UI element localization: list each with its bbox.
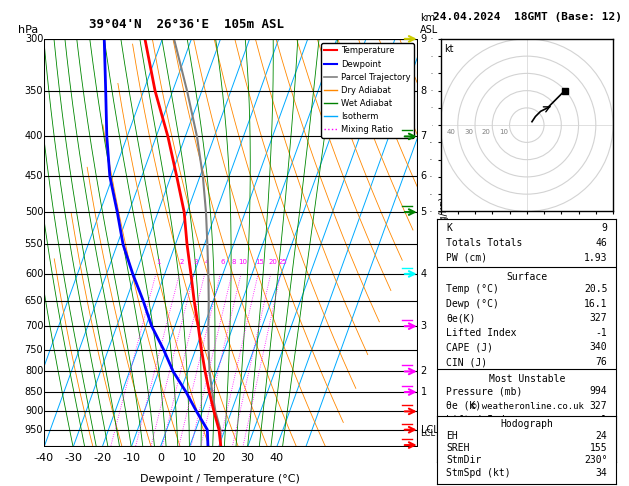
Text: 800: 800 xyxy=(25,366,43,377)
Text: 750: 750 xyxy=(25,345,43,355)
Text: 76: 76 xyxy=(596,357,608,367)
Text: 24.04.2024  18GMT (Base: 12): 24.04.2024 18GMT (Base: 12) xyxy=(433,12,621,22)
Text: 0: 0 xyxy=(157,453,164,463)
Text: 6: 6 xyxy=(220,260,225,265)
Text: 2: 2 xyxy=(179,260,184,265)
Text: 40: 40 xyxy=(447,129,456,135)
Text: LCL: LCL xyxy=(421,429,436,438)
Text: 20: 20 xyxy=(211,453,226,463)
Text: 46: 46 xyxy=(596,238,608,248)
Text: 340: 340 xyxy=(590,343,608,352)
Text: θe (K): θe (K) xyxy=(446,401,481,411)
Text: 550: 550 xyxy=(25,240,43,249)
Text: CIN (J): CIN (J) xyxy=(446,445,487,454)
Text: kt: kt xyxy=(444,44,454,54)
Text: Hodograph: Hodograph xyxy=(500,419,554,429)
Text: 39°04'N  26°36'E  105m ASL: 39°04'N 26°36'E 105m ASL xyxy=(89,17,284,31)
Text: 1.93: 1.93 xyxy=(584,253,608,262)
Text: hPa: hPa xyxy=(18,25,38,35)
Text: -10: -10 xyxy=(122,453,140,463)
Text: SREH: SREH xyxy=(446,443,470,453)
Text: 1: 1 xyxy=(156,260,160,265)
Text: 4: 4 xyxy=(204,260,209,265)
Text: Surface: Surface xyxy=(506,272,547,282)
Text: 8: 8 xyxy=(421,86,426,96)
Text: Dewpoint / Temperature (°C): Dewpoint / Temperature (°C) xyxy=(140,473,300,484)
Text: 9: 9 xyxy=(421,34,426,44)
Text: 40: 40 xyxy=(270,453,284,463)
Text: 10: 10 xyxy=(238,260,248,265)
Text: Mixing Ratio (g/kg): Mixing Ratio (g/kg) xyxy=(440,197,450,289)
Text: 7: 7 xyxy=(421,131,427,141)
Text: LCL: LCL xyxy=(421,425,438,435)
Text: 2: 2 xyxy=(421,366,427,377)
Text: 3: 3 xyxy=(421,321,426,331)
Text: 10: 10 xyxy=(182,453,196,463)
Text: 24: 24 xyxy=(596,431,608,441)
Text: 20: 20 xyxy=(482,129,491,135)
Text: PW (cm): PW (cm) xyxy=(446,253,487,262)
Text: Dewp (°C): Dewp (°C) xyxy=(446,299,499,309)
Text: 850: 850 xyxy=(25,387,43,397)
Text: 16.1: 16.1 xyxy=(584,299,608,309)
Text: 4: 4 xyxy=(421,269,426,279)
Text: K: K xyxy=(446,224,452,233)
Text: 340: 340 xyxy=(590,430,608,440)
Text: EH: EH xyxy=(446,431,458,441)
Text: StmSpd (kt): StmSpd (kt) xyxy=(446,468,511,478)
Text: 700: 700 xyxy=(25,321,43,331)
Text: 600: 600 xyxy=(25,269,43,279)
Text: 500: 500 xyxy=(25,207,43,217)
Text: 230°: 230° xyxy=(584,455,608,466)
Text: 900: 900 xyxy=(25,406,43,417)
Text: StmDir: StmDir xyxy=(446,455,481,466)
Text: 327: 327 xyxy=(590,401,608,411)
Text: 5: 5 xyxy=(421,207,427,217)
Text: 1: 1 xyxy=(421,387,426,397)
Text: 650: 650 xyxy=(25,296,43,306)
Text: Most Unstable: Most Unstable xyxy=(489,374,565,384)
Text: 400: 400 xyxy=(25,131,43,141)
Text: 25: 25 xyxy=(278,260,287,265)
Text: 76: 76 xyxy=(596,445,608,454)
Text: CIN (J): CIN (J) xyxy=(446,357,487,367)
Text: 8: 8 xyxy=(231,260,236,265)
Text: 9: 9 xyxy=(601,224,608,233)
Text: 350: 350 xyxy=(25,86,43,96)
Text: 6: 6 xyxy=(421,172,426,181)
Text: 34: 34 xyxy=(596,468,608,478)
Text: -40: -40 xyxy=(35,453,53,463)
Text: -1: -1 xyxy=(596,416,608,425)
Text: 327: 327 xyxy=(590,313,608,323)
Text: Lifted Index: Lifted Index xyxy=(446,328,516,338)
Text: 950: 950 xyxy=(25,425,43,435)
Text: 15: 15 xyxy=(256,260,265,265)
Text: 450: 450 xyxy=(25,172,43,181)
Text: 30: 30 xyxy=(240,453,255,463)
Text: Temp (°C): Temp (°C) xyxy=(446,284,499,294)
Text: km
ASL: km ASL xyxy=(420,13,438,35)
Text: 994: 994 xyxy=(590,386,608,396)
Text: 155: 155 xyxy=(590,443,608,453)
Text: Pressure (mb): Pressure (mb) xyxy=(446,386,523,396)
Text: -30: -30 xyxy=(64,453,82,463)
Legend: Temperature, Dewpoint, Parcel Trajectory, Dry Adiabat, Wet Adiabat, Isotherm, Mi: Temperature, Dewpoint, Parcel Trajectory… xyxy=(321,43,414,138)
Text: Totals Totals: Totals Totals xyxy=(446,238,523,248)
Text: Lifted Index: Lifted Index xyxy=(446,416,516,425)
Text: -1: -1 xyxy=(596,328,608,338)
Text: © weatheronline.co.uk: © weatheronline.co.uk xyxy=(470,401,584,411)
Text: 3: 3 xyxy=(194,260,198,265)
Text: 20.5: 20.5 xyxy=(584,284,608,294)
Text: -20: -20 xyxy=(93,453,111,463)
Text: 10: 10 xyxy=(499,129,508,135)
Text: 20: 20 xyxy=(268,260,277,265)
Text: CAPE (J): CAPE (J) xyxy=(446,430,493,440)
Text: 30: 30 xyxy=(464,129,473,135)
Text: 300: 300 xyxy=(25,34,43,44)
Text: θe(K): θe(K) xyxy=(446,313,476,323)
Text: CAPE (J): CAPE (J) xyxy=(446,343,493,352)
